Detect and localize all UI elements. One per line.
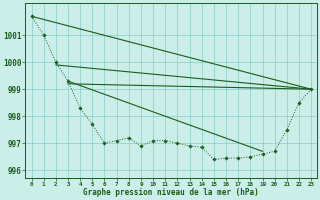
X-axis label: Graphe pression niveau de la mer (hPa): Graphe pression niveau de la mer (hPa) — [84, 188, 259, 197]
